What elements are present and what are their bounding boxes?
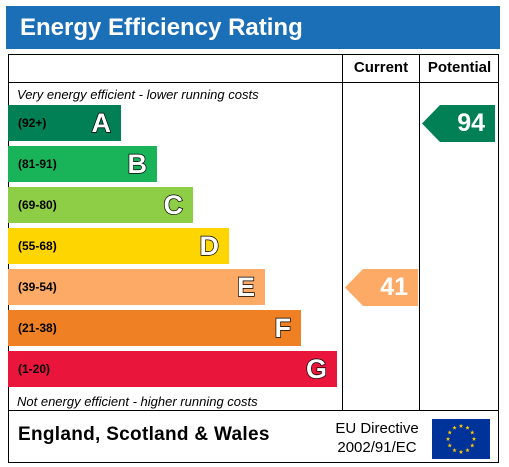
- current-rating-value: 41: [380, 272, 408, 301]
- band-f: (21-38) F: [8, 310, 301, 346]
- eu-star-icon: [452, 425, 457, 430]
- band-letter: G: [305, 353, 327, 384]
- band-range-label: (1-20): [18, 362, 51, 376]
- potential-column-header: Potential: [427, 59, 492, 76]
- band-range-label: (21-38): [18, 321, 57, 335]
- current-column-divider: [342, 54, 343, 410]
- band-e: (39-54) E: [8, 269, 265, 305]
- eu-star-icon: [447, 430, 452, 435]
- eu-directive-label: EU Directive 2002/91/EC: [327, 419, 427, 457]
- band-range-label: (69-80): [18, 198, 57, 212]
- band-range-label: (81-91): [18, 157, 57, 171]
- eu-star-icon: [452, 447, 457, 453]
- current-rating-arrow: 41: [345, 268, 418, 306]
- eu-star-icon: [470, 443, 475, 448]
- footer-row-divider: [8, 410, 499, 411]
- region-label: England, Scotland & Wales: [18, 424, 270, 445]
- eu-star-icon: [471, 436, 477, 441]
- band-d: (55-68) D: [8, 228, 229, 264]
- current-column-header: Current: [353, 59, 409, 76]
- eu-directive-line1: EU Directive: [335, 420, 419, 437]
- band-range-label: (39-54): [18, 280, 57, 294]
- potential-column-divider: [419, 54, 420, 410]
- potential-rating-value: 94: [457, 108, 485, 137]
- eu-star-icon: [470, 430, 475, 435]
- band-a: (92+) A: [8, 105, 121, 141]
- band-letter: F: [274, 312, 292, 343]
- band-range-label: (55-68): [18, 239, 57, 253]
- band-letter: B: [127, 148, 148, 179]
- eu-star-icon: [465, 447, 470, 453]
- eu-star-icon: [447, 443, 452, 448]
- potential-rating-arrow: 94: [422, 104, 495, 142]
- band-letter: C: [163, 189, 184, 220]
- eu-star-icon: [445, 436, 451, 441]
- header-row-divider: [8, 82, 499, 83]
- band-g: (1-20) G: [8, 351, 337, 387]
- band-c: (69-80) C: [8, 187, 193, 223]
- top-note: Very energy efficient - lower running co…: [17, 87, 259, 102]
- band-b: (81-91) B: [8, 146, 157, 182]
- chart-title: Energy Efficiency Rating: [6, 6, 500, 49]
- eu-star-icon: [458, 423, 464, 428]
- band-range-label: (92+): [18, 116, 47, 130]
- eu-star-icon: [465, 425, 470, 430]
- eu-star-icon: [458, 449, 464, 454]
- bottom-note: Not energy efficient - higher running co…: [17, 394, 258, 409]
- eu-flag-icon: [432, 419, 490, 459]
- band-letter: D: [199, 230, 220, 261]
- band-letter: E: [236, 271, 255, 302]
- band-letter: A: [91, 107, 112, 138]
- eu-directive-line2: 2002/91/EC: [337, 439, 417, 456]
